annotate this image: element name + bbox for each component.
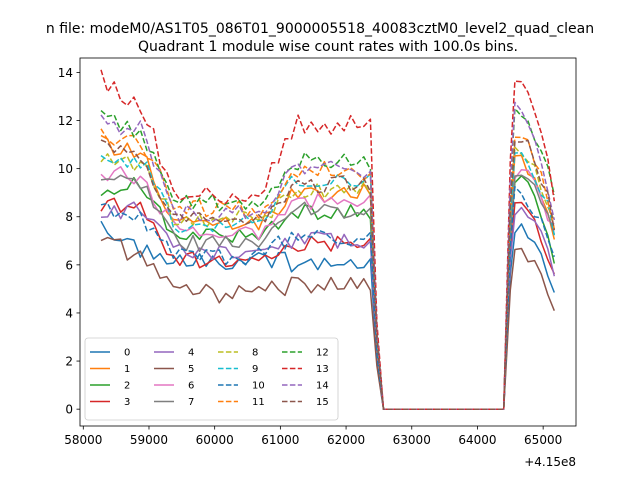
- legend-label-5: 5: [188, 364, 194, 375]
- y-tick-label: 0: [65, 403, 73, 417]
- x-tick-label: 58000: [64, 433, 102, 447]
- axes-group: 58000 59000 60000 61000 62000 63000 64000 65000…: [58, 57, 577, 447]
- x-tick-label: 63000: [393, 433, 431, 447]
- legend-label-15: 15: [316, 397, 329, 408]
- x-tick-label: 65000: [524, 433, 562, 447]
- axes-frame: [79, 57, 577, 427]
- legend-label-1: 1: [124, 364, 130, 375]
- y-tick-label: 2: [65, 355, 73, 369]
- chart-title: Quadrant 1 module wise count rates with …: [138, 39, 518, 55]
- x-tick-label: 64000: [458, 433, 496, 447]
- legend-label-8: 8: [252, 348, 258, 359]
- series-group: [100, 69, 556, 410]
- figure-suptitle: n file: modeM0/AS1T05_086T01_9000005518_…: [46, 21, 594, 37]
- legend-label-11: 11: [252, 397, 265, 408]
- x-tick-label: 59000: [130, 433, 168, 447]
- x-tick-label: 61000: [261, 433, 299, 447]
- x-offset-label: +4.15e8: [524, 455, 576, 469]
- legend-label-14: 14: [316, 381, 329, 392]
- legend-label-6: 6: [188, 381, 194, 392]
- x-tick-label: 62000: [327, 433, 365, 447]
- series-line-15: [100, 139, 556, 410]
- y-tick-label: 8: [65, 210, 73, 224]
- legend-label-12: 12: [316, 348, 329, 359]
- x-tick-label: 60000: [196, 433, 234, 447]
- y-tick-label: 12: [58, 114, 73, 128]
- y-tick-label: 14: [58, 66, 73, 80]
- legend-label-3: 3: [124, 397, 130, 408]
- y-tick-label: 4: [65, 306, 73, 320]
- legend-label-7: 7: [188, 397, 194, 408]
- legend-label-4: 4: [188, 348, 194, 359]
- legend-label-2: 2: [124, 381, 130, 392]
- y-tick-label: 10: [58, 162, 73, 176]
- legend-label-9: 9: [252, 364, 258, 375]
- legend-label-10: 10: [252, 381, 265, 392]
- legend-label-0: 0: [124, 348, 130, 359]
- series-line-9: [100, 152, 556, 410]
- y-tick-label: 6: [65, 258, 73, 272]
- legend-label-13: 13: [316, 364, 329, 375]
- legend-box: [84, 337, 339, 421]
